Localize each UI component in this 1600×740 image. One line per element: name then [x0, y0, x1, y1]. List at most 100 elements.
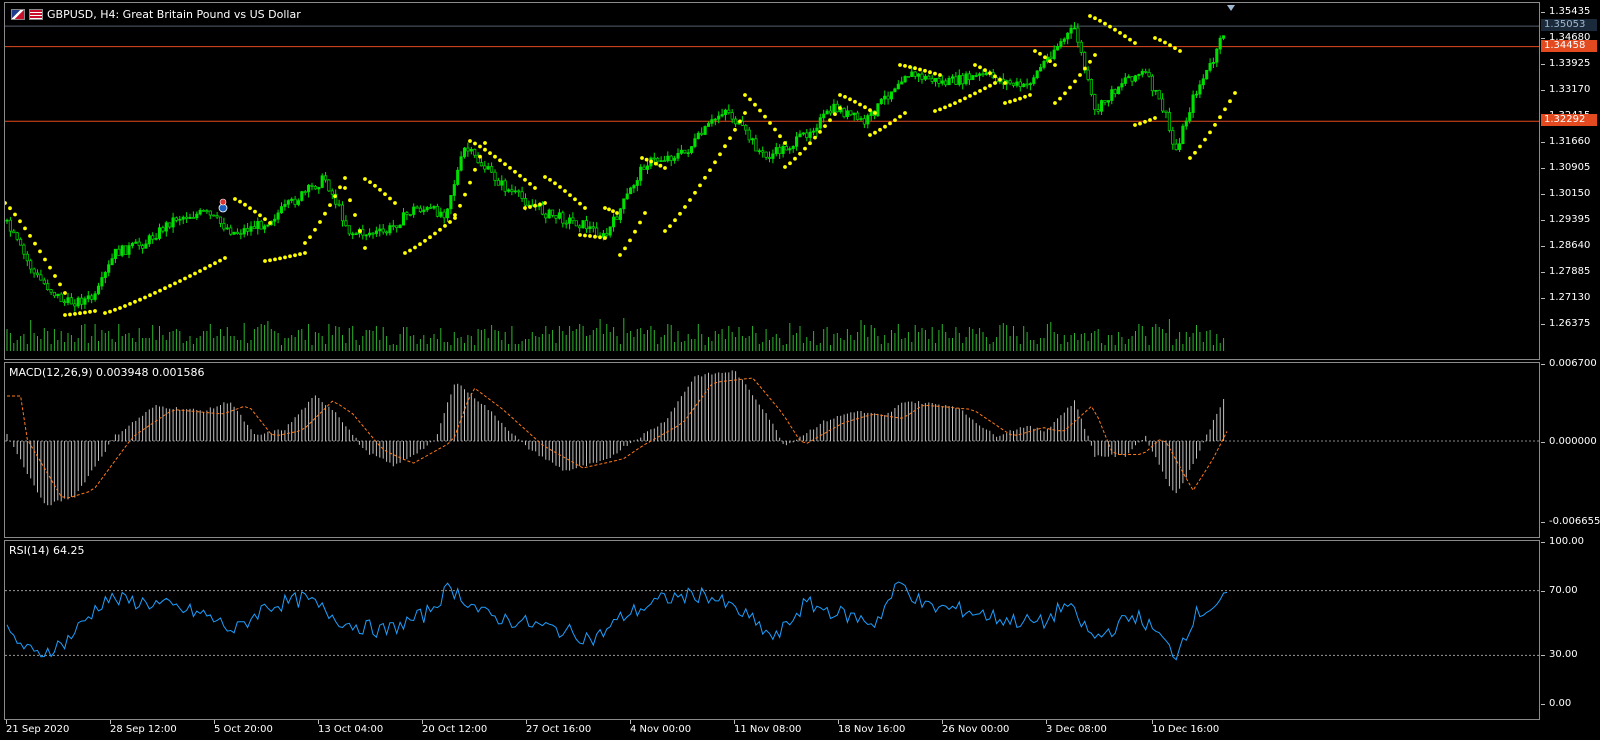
- rsi-axis[interactable]: 100.00 70.00 30.00 0.00: [1541, 536, 1600, 720]
- sar-dot: [508, 166, 512, 170]
- candle-body: [1045, 56, 1049, 62]
- candle-body: [96, 285, 101, 294]
- candle-body: [469, 149, 473, 152]
- candle-body: [1181, 125, 1185, 145]
- candle-body: [246, 228, 250, 232]
- rsi-pane[interactable]: RSI(14) 64.25: [4, 540, 1540, 720]
- candle-body: [774, 147, 778, 155]
- candle-body: [317, 187, 321, 190]
- sar-dot: [423, 238, 427, 243]
- sar-dot: [1073, 79, 1077, 84]
- time-label: 11 Nov 08:00: [734, 724, 802, 735]
- candle-body: [673, 157, 677, 161]
- sar-dot: [688, 198, 692, 202]
- candle-body: [581, 220, 585, 229]
- candle-body: [781, 146, 785, 154]
- candle-body: [696, 132, 700, 139]
- candle-body: [374, 230, 378, 234]
- sar-dot: [618, 253, 622, 257]
- sar-dot: [818, 130, 822, 134]
- sar-dot: [1003, 81, 1007, 85]
- macd-label: 0.006700: [1549, 358, 1597, 369]
- candle-body: [923, 75, 927, 80]
- candle-body: [828, 110, 833, 114]
- candle-body: [479, 162, 483, 167]
- sar-dot: [863, 105, 867, 110]
- sar-dot: [23, 226, 27, 231]
- sar-dot: [483, 141, 487, 145]
- macd-canvas[interactable]: [5, 363, 1539, 537]
- candle-body: [1211, 62, 1215, 64]
- price-chart-pane[interactable]: GBPUSD, H4: Great Britain Pound vs US Do…: [4, 2, 1540, 360]
- candle-body: [252, 226, 256, 229]
- sar-dot: [1163, 40, 1167, 45]
- candle-body: [690, 146, 694, 154]
- candle-body: [818, 117, 822, 129]
- candle-body: [666, 155, 670, 162]
- candle-body: [66, 297, 70, 303]
- candle-body: [1137, 74, 1141, 77]
- sar-dot: [1168, 43, 1172, 48]
- sar-dot: [1003, 101, 1007, 105]
- candle-body: [90, 295, 94, 300]
- candle-body: [1062, 38, 1066, 42]
- candle-body: [59, 293, 63, 303]
- candle-body: [174, 217, 178, 221]
- sar-dot: [523, 177, 527, 182]
- time-tick: [942, 720, 943, 724]
- sar-dot: [923, 68, 927, 73]
- sar-dot: [108, 309, 112, 314]
- candle-body: [900, 81, 904, 85]
- sar-dot: [403, 251, 407, 255]
- time-label: 4 Nov 00:00: [630, 724, 692, 735]
- time-tick: [110, 720, 111, 724]
- sar-dot: [83, 310, 87, 315]
- candle-body: [56, 293, 60, 297]
- macd-pane[interactable]: MACD(12,26,9) 0.003948 0.001586: [4, 362, 1540, 538]
- sar-dot: [723, 144, 727, 149]
- sar-dot: [1008, 99, 1012, 104]
- sar-dot: [468, 180, 472, 185]
- sar-dot: [343, 176, 347, 180]
- candle-body: [320, 175, 324, 188]
- price-axis[interactable]: 1.354351.346801.339251.331701.324151.316…: [1541, 2, 1600, 360]
- sar-dot: [238, 199, 242, 204]
- candle-body: [340, 204, 345, 222]
- candle-body: [825, 110, 829, 115]
- time-label: 10 Dec 16:00: [1152, 724, 1220, 735]
- sar-dot: [273, 257, 277, 262]
- candle-body: [957, 75, 961, 85]
- sar-dot: [903, 111, 907, 115]
- candle-body: [273, 218, 277, 222]
- rsi-canvas[interactable]: [5, 541, 1539, 719]
- candle-body: [1100, 100, 1104, 112]
- candle-body: [300, 191, 304, 201]
- sar-dot: [1033, 49, 1037, 53]
- candle-body: [1110, 89, 1114, 101]
- sar-dot: [498, 158, 502, 163]
- sar-dot: [858, 102, 862, 107]
- time-label: 26 Nov 00:00: [942, 724, 1010, 735]
- sar-dot: [323, 211, 327, 216]
- sar-dot: [588, 234, 592, 238]
- candle-body: [483, 165, 487, 170]
- candle-body: [35, 272, 40, 276]
- candle-body: [964, 73, 968, 85]
- sar-dot: [58, 282, 62, 287]
- time-axis[interactable]: 21 Sep 2020 28 Sep 12:00 5 Oct 20:00 13 Oct…: [4, 720, 1540, 740]
- candle-body: [266, 224, 270, 227]
- candle-body: [154, 238, 158, 240]
- sar-dot: [758, 108, 762, 113]
- sar-dot: [644, 157, 649, 162]
- candle-body: [242, 228, 246, 235]
- candle-body: [1157, 89, 1161, 100]
- candle-body: [439, 211, 443, 217]
- candle-body: [574, 220, 578, 227]
- price-chart-canvas[interactable]: [5, 3, 1539, 359]
- sar-dot: [313, 227, 317, 232]
- sar-dot: [728, 136, 732, 141]
- sar-dot: [988, 71, 992, 75]
- sar-dot: [988, 83, 992, 88]
- sar-dot: [938, 107, 942, 112]
- macd-axis[interactable]: 0.006700 0.000000 -0.006655: [1541, 358, 1600, 538]
